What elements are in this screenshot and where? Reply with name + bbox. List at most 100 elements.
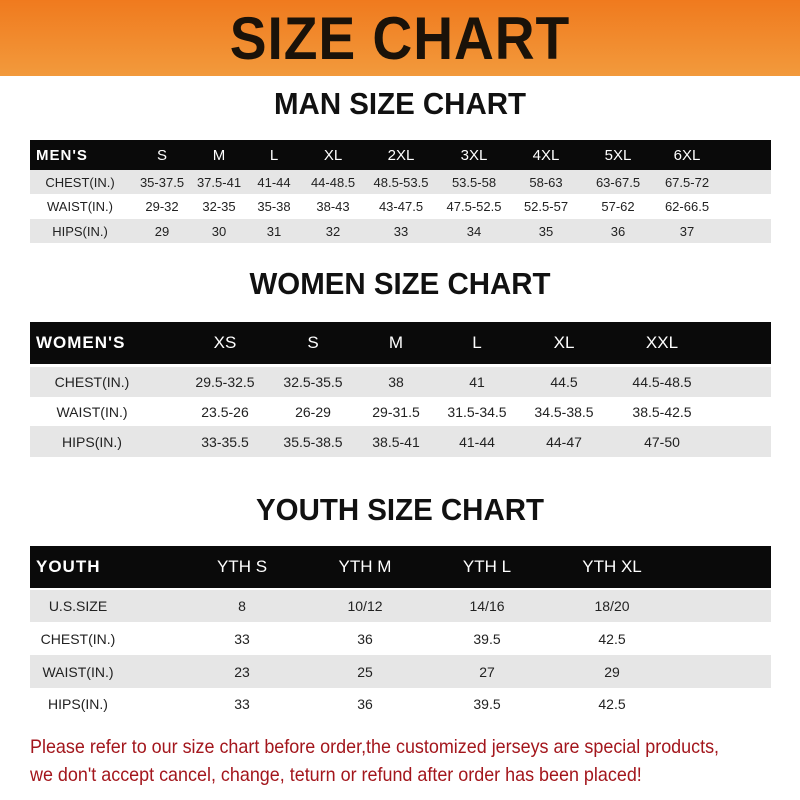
order-notice-line-1: Please refer to our size chart before or… (30, 736, 720, 758)
table-cell: 14/16 (469, 598, 505, 614)
row-label: CHEST(IN.) (45, 174, 115, 190)
table-cell: 58-63 (529, 174, 563, 190)
table-cell: 36 (357, 630, 373, 647)
table-cell: 53.5-58 (451, 174, 497, 190)
order-notice-line-2: we don't accept cancel, change, teturn o… (30, 764, 642, 786)
table-cell: 23.5-26 (201, 403, 249, 420)
size-header: YTH XL (582, 557, 642, 576)
table-cell: 33 (234, 696, 250, 712)
table-row: WAIST(IN.) 23 25 27 29 (30, 655, 771, 688)
table-cell: 47-50 (644, 433, 680, 450)
table-row: HIPS(IN.) 29 30 31 32 33 34 35 36 37 (30, 219, 771, 243)
table-row: CHEST(IN.) 35-37.5 37.5-41 41-44 44-48.5 48.5… (30, 170, 771, 194)
row-label: WAIST(IN.) (56, 403, 128, 420)
size-header: S (156, 146, 168, 164)
women-header-row: WOMEN'S XS S M L XL XXL (30, 322, 771, 364)
table-cell: 52.5-57 (523, 199, 569, 214)
table-cell: 38-43 (316, 199, 350, 214)
table-cell: 27 (479, 663, 495, 680)
table-cell: 33 (234, 630, 250, 647)
women-size-table: WOMEN'S XS S M L XL XXL CHEST(IN.) 29.5-32.5 32.5… (30, 322, 771, 457)
table-cell: 8 (238, 598, 246, 614)
size-header: 4XL (532, 146, 560, 164)
row-label: WAIST(IN.) (42, 663, 114, 680)
table-cell: 31 (266, 223, 282, 239)
table-cell: 62-66.5 (664, 199, 710, 214)
table-cell: 41 (469, 374, 485, 390)
table-cell: 32-35 (202, 199, 236, 214)
size-header: S (307, 333, 319, 352)
men-header-row: MEN'S S M L XL 2XL 3XL 4XL 5XL 6XL (30, 140, 771, 170)
table-cell: 37.5-41 (196, 174, 242, 190)
youth-size-table: YOUTH YTH S YTH M YTH L YTH XL U.S.SIZE 8 10/12… (30, 546, 771, 720)
banner-title: SIZE CHART (229, 4, 571, 72)
youth-header-row: YOUTH YTH S YTH M YTH L YTH XL (30, 546, 771, 588)
table-cell: 30 (211, 223, 227, 239)
row-label: WAIST(IN.) (47, 199, 113, 214)
table-cell: 44.5 (550, 374, 578, 390)
table-cell: 38.5-41 (372, 433, 420, 450)
size-header: XL (323, 146, 343, 164)
size-header: 3XL (460, 146, 488, 164)
table-row: CHEST(IN.) 33 36 39.5 42.5 (30, 622, 771, 655)
table-corner-label: MEN'S (36, 146, 88, 164)
table-cell: 41-44 (257, 174, 291, 190)
table-cell: 44-48.5 (310, 174, 356, 190)
size-header: XL (553, 333, 575, 352)
size-header: XS (213, 333, 237, 352)
table-cell: 57-62 (601, 199, 635, 214)
table-row: WAIST(IN.) 29-32 32-35 35-38 38-43 43-47.5 47.… (30, 194, 771, 219)
table-cell: 41-44 (459, 433, 495, 450)
table-cell: 33 (393, 223, 409, 239)
size-header: 6XL (673, 146, 701, 164)
table-cell: 32 (325, 223, 341, 239)
table-cell: 47.5-52.5 (446, 199, 502, 214)
table-cell: 26-29 (295, 403, 331, 420)
row-label: U.S.SIZE (48, 598, 108, 614)
table-cell: 42.5 (598, 696, 626, 712)
women-section-title: WOMEN SIZE CHART (249, 266, 551, 301)
size-header: YTH S (216, 557, 268, 576)
title-banner: SIZE CHART (0, 0, 800, 76)
size-header: XXL (645, 333, 679, 352)
order-notice: Please refer to our size chart before or… (30, 733, 729, 789)
men-size-table: MEN'S S M L XL 2XL 3XL 4XL 5XL 6XL CHEST(IN.) 35-37… (30, 140, 771, 243)
table-cell: 29-31.5 (372, 403, 420, 420)
table-cell: 29 (604, 663, 620, 680)
table-row: HIPS(IN.) 33-35.5 35.5-38.5 38.5-41 41-44 44-… (30, 426, 771, 457)
size-header: YTH M (338, 557, 392, 576)
table-cell: 36 (610, 223, 626, 239)
size-header: 2XL (387, 146, 415, 164)
table-cell: 42.5 (598, 630, 626, 647)
size-header: M (212, 146, 226, 164)
table-row: CHEST(IN.) 29.5-32.5 32.5-35.5 38 41 44.5 44.5… (30, 367, 771, 397)
size-header: L (269, 146, 279, 164)
table-row: HIPS(IN.) 33 36 39.5 42.5 (30, 688, 771, 720)
table-corner-label: YOUTH (36, 557, 101, 576)
table-cell: 33-35.5 (201, 433, 249, 450)
table-cell: 35-38 (257, 199, 291, 214)
table-cell: 29 (154, 223, 170, 239)
table-cell: 25 (357, 663, 373, 680)
men-section-title: MAN SIZE CHART (274, 86, 526, 121)
size-header: M (388, 333, 404, 352)
row-label: CHEST(IN.) (40, 630, 116, 647)
size-header: L (472, 333, 482, 352)
table-row: U.S.SIZE 8 10/12 14/16 18/20 (30, 590, 771, 622)
table-cell: 29-32 (145, 199, 179, 214)
table-cell: 44.5-48.5 (632, 374, 692, 390)
table-cell: 35 (538, 223, 554, 239)
table-cell: 37 (679, 223, 695, 239)
table-cell: 34 (466, 223, 482, 239)
table-cell: 63-67.5 (595, 174, 641, 190)
row-label: HIPS(IN.) (48, 696, 108, 712)
size-header: 5XL (604, 146, 632, 164)
row-label: HIPS(IN.) (52, 223, 108, 239)
table-cell: 32.5-35.5 (283, 374, 343, 390)
table-cell: 18/20 (594, 598, 630, 614)
size-header: YTH L (462, 557, 512, 576)
table-cell: 10/12 (347, 598, 383, 614)
row-label: CHEST(IN.) (54, 374, 130, 390)
table-cell: 34.5-38.5 (534, 403, 594, 420)
table-cell: 38 (388, 374, 404, 390)
